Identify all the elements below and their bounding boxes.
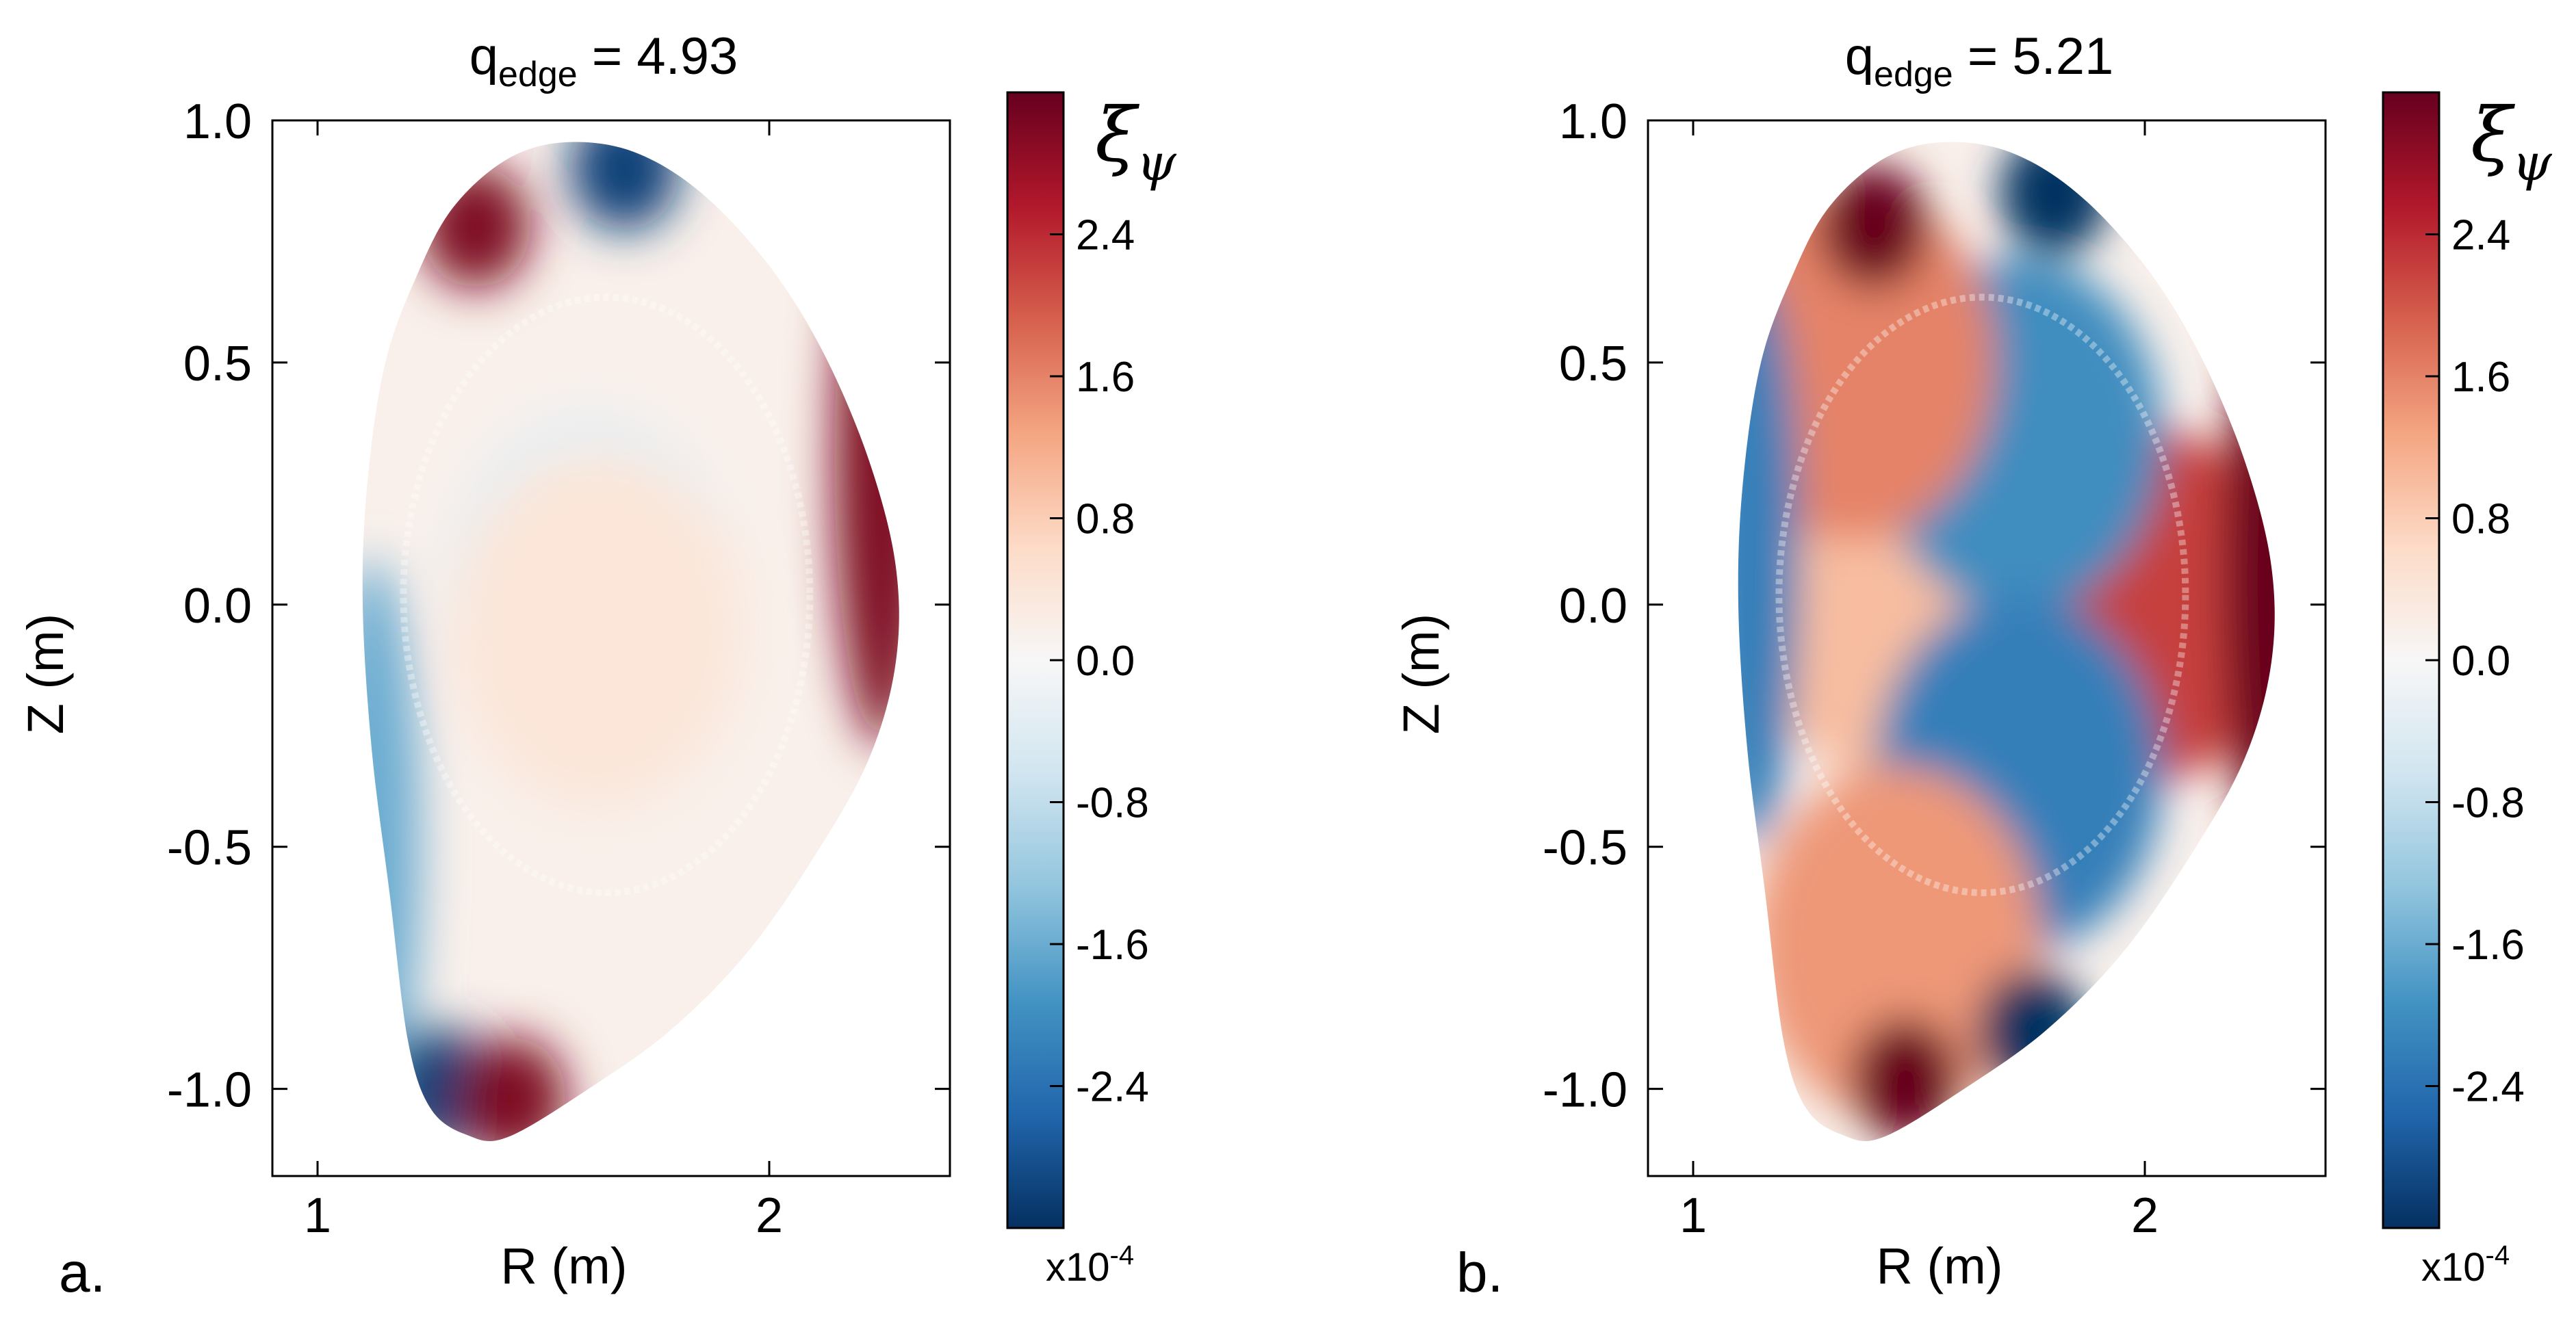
panel-a-feature-middle-ring <box>454 451 742 807</box>
panel-a-ytick-label: -1.0 <box>167 1063 252 1118</box>
panel-b-ytick-label: -1.0 <box>1543 1063 1627 1118</box>
panel-b-ytick-label: -0.5 <box>1543 821 1627 876</box>
panel-b-feature-outboard-edge <box>2223 293 2275 868</box>
panel-a-feature-upper-lobe-red <box>421 165 530 289</box>
panel-b-axes-frame <box>1647 119 2327 1177</box>
panel-a-colorbar-tick-label: 0.8 <box>1076 496 1135 543</box>
panel-a-ytick-label: 0.5 <box>183 337 252 391</box>
panel-b-ytick-label: 0.5 <box>1559 337 1627 391</box>
panel-a-feature-upper-lobe-blue <box>569 142 680 231</box>
panel-a-xlabel: R (m) <box>501 1238 628 1294</box>
panel-a-plot-area <box>362 142 899 1142</box>
panel-a-axes-frame <box>271 119 951 1177</box>
panel-b-colorbar-tick-label: -0.8 <box>2451 780 2525 827</box>
panel-b-xtick-label: 2 <box>2131 1188 2159 1243</box>
panel-b-colorbar-tick-label: 0.0 <box>2451 638 2510 685</box>
panel-b-plot-area <box>1738 142 2275 1142</box>
panel-a-colorbar: 2.4 1.6 0.8 0.0 -0.8 -1.6 -2.4 ξψ x10-4 <box>1006 91 1177 1290</box>
panel-a-ytick-label: 0.0 <box>183 579 252 634</box>
panel-a-colorbar-tick-label: -2.4 <box>1076 1064 1149 1111</box>
panel-b-title: qedge = 5.21 <box>1845 27 2114 94</box>
panel-a-colorbar-tick-label: 1.6 <box>1076 354 1135 401</box>
panel-a-colorbar-ticks: 2.4 1.6 0.8 0.0 -0.8 -1.6 -2.4 <box>1050 212 1149 1111</box>
panel-b-feature-ring-lower-red <box>1753 766 2040 1122</box>
panel-b-label: b. <box>1456 1242 1503 1304</box>
panel-a-xtick-label: 2 <box>756 1188 783 1243</box>
panel-b-feature-lower-lobe-red <box>1851 1017 1961 1141</box>
panel-a-colorbar-label: ξψ <box>1095 91 1177 192</box>
panel-b-colorbar-tick-label: -1.6 <box>2451 922 2525 969</box>
panel-a-y-ticks: 1.0 0.5 0.0 -0.5 -1.0 <box>167 94 950 1118</box>
panel-a-feature-outboard-edge <box>834 172 899 747</box>
panel-a-ring-boundary <box>400 293 814 896</box>
panel-b-xlabel: R (m) <box>1877 1238 2003 1294</box>
panel-b-colorbar-label: ξψ <box>2471 91 2553 192</box>
panel-b-feature-inboard-edge <box>1738 269 1800 844</box>
panel-b-feature-upper-lobe-blue <box>2000 142 2109 255</box>
panel-b-feature-upper-lobe-red <box>1819 165 1929 289</box>
panel-a-ytick-label: -0.5 <box>167 821 252 876</box>
panel-b-colorbar-tick-label: -2.4 <box>2451 1064 2525 1111</box>
panel-a-colorbar-tick-label: 2.4 <box>1076 212 1135 259</box>
panel-a-label: a. <box>59 1242 105 1304</box>
panel-a-xtick-label: 1 <box>304 1188 331 1243</box>
panel-a-feature-lower-lobe-red <box>456 1036 567 1142</box>
panel-b-feature-lower-lobe-blue <box>1977 969 2087 1093</box>
panel-a-colorbar-tick-label: 0.0 <box>1076 638 1135 685</box>
panel-b-ytick-label: 1.0 <box>1559 94 1627 149</box>
panel-b-y-ticks: 1.0 0.5 0.0 -0.5 -1.0 <box>1543 94 2326 1118</box>
panel-a-feature-inboard-edge <box>362 559 420 1134</box>
panel-a-ylabel: Z (m) <box>17 614 74 735</box>
panel-b-ylabel: Z (m) <box>1393 614 1450 735</box>
panel-b-colorbar: 2.4 1.6 0.8 0.0 -0.8 -1.6 -2.4 ξψ x10-4 <box>2382 91 2553 1290</box>
panel-a-colorbar-tick-label: -0.8 <box>1076 780 1149 827</box>
panel-b-ytick-label: 0.0 <box>1559 579 1627 634</box>
panel-b-colorbar-tick-label: 0.8 <box>2451 496 2510 543</box>
panel-b-colorbar-tick-label: 1.6 <box>2451 354 2510 401</box>
panel-b-colorbar-tick-label: 2.4 <box>2451 212 2510 259</box>
panel-b-colorbar-scale: x10-4 <box>2421 1240 2510 1290</box>
panel-b-field <box>1738 142 2275 1141</box>
panel-b-colorbar-ticks: 2.4 1.6 0.8 0.0 -0.8 -1.6 -2.4 <box>2425 212 2525 1111</box>
panel-a-ytick-label: 1.0 <box>183 94 252 149</box>
panel-b-ring-boundary <box>1775 293 2189 896</box>
panel-a-colorbar-scale: x10-4 <box>1046 1240 1134 1290</box>
panel-b-xtick-label: 1 <box>1679 1188 1707 1243</box>
panel-a-title: qedge = 4.93 <box>469 27 738 94</box>
panel-a-colorbar-tick-label: -1.6 <box>1076 922 1149 969</box>
